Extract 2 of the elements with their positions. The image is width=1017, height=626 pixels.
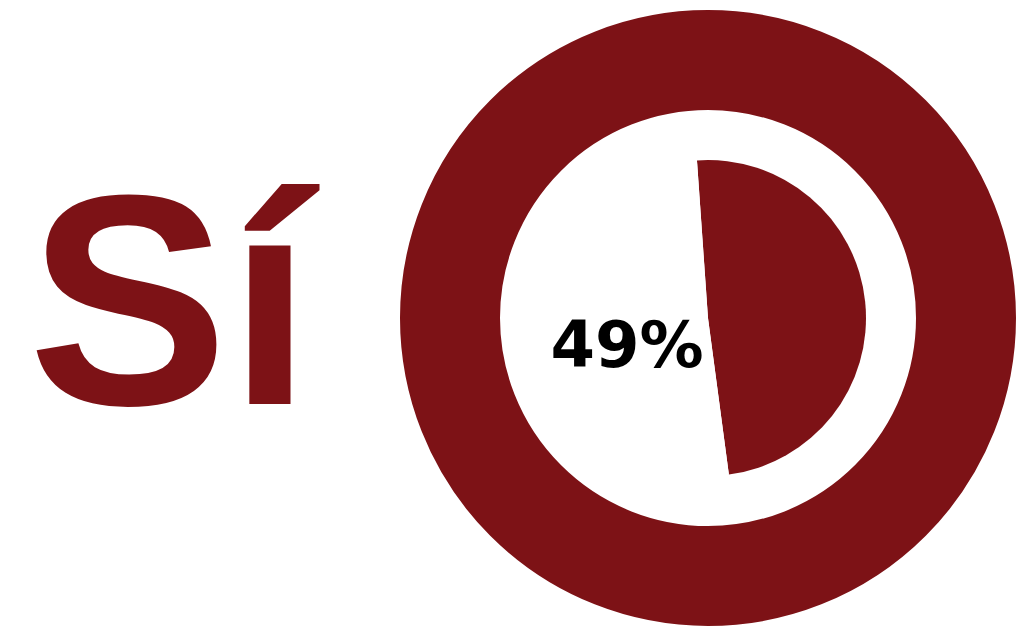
- legend-label: Sí: [28, 132, 322, 468]
- data-label: 49%: [550, 308, 704, 382]
